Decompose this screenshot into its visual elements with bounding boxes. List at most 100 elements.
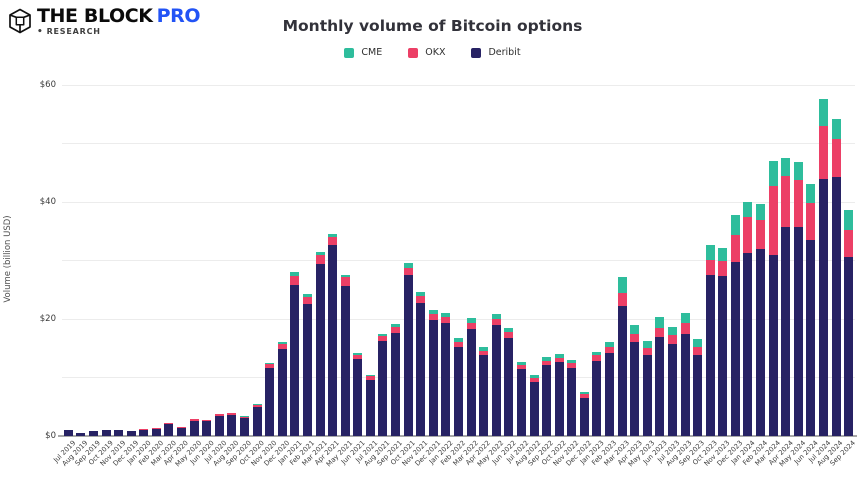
bar-segment-cme [793, 161, 803, 181]
bar-feb-2024 [754, 85, 767, 436]
gridline-20 [62, 318, 855, 320]
bar-segment-okx [516, 364, 526, 370]
y-tick-label: $40 [39, 197, 56, 207]
bar-segment-okx [617, 292, 627, 307]
bar-segment-deribit [806, 240, 816, 436]
bar-segment-cme [252, 403, 262, 405]
bar-segment-okx [328, 236, 338, 245]
bar-segment-deribit [302, 304, 312, 436]
deribit-swatch-icon [471, 47, 482, 58]
bar-segment-deribit [265, 368, 275, 436]
bar-segment-okx [151, 427, 161, 429]
bar-segment-okx [567, 362, 577, 369]
bar-jun-2024 [805, 85, 818, 436]
bar-segment-okx [290, 275, 300, 285]
bar-segment-okx [479, 350, 489, 356]
gridline-40 [62, 201, 855, 203]
bar-oct-2022 [553, 85, 566, 436]
bar-segment-cme [491, 314, 501, 319]
bar-segment-okx [365, 376, 375, 380]
bar-segment-deribit [844, 257, 854, 436]
bar-segment-cme [667, 327, 677, 335]
brand-research: • RESEARCH [37, 27, 200, 36]
bar-segment-deribit [831, 177, 841, 436]
bar-segment-deribit [768, 254, 778, 436]
bar-segment-cme [605, 342, 615, 348]
brand-name: THE BLOCK PRO [37, 5, 201, 27]
bar-segment-okx [353, 354, 363, 360]
bar-segment-deribit [63, 429, 73, 436]
bar-segment-cme [756, 204, 766, 220]
bar-segment-deribit [756, 248, 766, 436]
bar-segment-okx [416, 296, 426, 304]
bar-aug-2020 [226, 85, 239, 436]
okx-swatch-icon [408, 47, 419, 58]
bar-oct-2021 [402, 85, 415, 436]
bar-aug-2024 [830, 85, 843, 436]
bar-oct-2020 [251, 85, 264, 436]
brand-the-block: THE BLOCK [37, 5, 153, 27]
bar-segment-deribit [705, 274, 715, 436]
bar-segment-okx [705, 259, 715, 275]
bar-segment-okx [730, 234, 740, 262]
bar-segment-cme [705, 245, 715, 260]
y-tick-label: $0 [45, 431, 56, 441]
bar-segment-okx [177, 426, 187, 428]
bar-segment-cme [768, 161, 778, 187]
bar-jun-2022 [503, 85, 516, 436]
y-tick-label: $20 [39, 314, 56, 324]
bar-segment-deribit [403, 275, 413, 436]
bar-jun-2023 [654, 85, 667, 436]
bar-feb-2021 [301, 85, 314, 436]
bar-mar-2022 [465, 85, 478, 436]
bar-segment-okx [819, 125, 829, 180]
legend-label-cme: CME [361, 47, 383, 58]
bar-segment-cme [302, 293, 312, 297]
bar-segment-cme [391, 324, 401, 328]
bar-segment-deribit [290, 284, 300, 436]
bar-segment-okx [579, 394, 589, 398]
block-cube-icon [9, 8, 31, 34]
bar-segment-okx [340, 276, 350, 286]
bar-segment-cme [806, 183, 816, 204]
bar-segment-cme [743, 202, 753, 218]
bar-segment-deribit [391, 333, 401, 436]
bar-dec-2019 [125, 85, 138, 436]
bar-segment-cme [617, 277, 627, 293]
bar-segment-deribit [642, 355, 652, 436]
bar-segment-cme [831, 118, 841, 139]
brand-text: THE BLOCK PRO • RESEARCH [37, 5, 201, 36]
bar-segment-cme [844, 210, 854, 231]
bar-may-2021 [339, 85, 352, 436]
bar-apr-2024 [779, 85, 792, 436]
bar-segment-deribit [630, 342, 640, 436]
bar-segment-cme [365, 374, 375, 377]
bar-segment-deribit [202, 421, 212, 436]
bar-oct-2023 [704, 85, 717, 436]
bar-segment-cme [277, 342, 287, 345]
bar-segment-cme [403, 263, 413, 268]
cme-swatch-icon [344, 47, 355, 58]
bar-segment-deribit [328, 244, 338, 436]
bar-may-2022 [490, 85, 503, 436]
legend-item-deribit: Deribit [471, 47, 521, 58]
bar-sep-2024 [842, 85, 855, 436]
bar-segment-deribit [554, 362, 564, 436]
bar-segment-deribit [730, 261, 740, 436]
bar-segment-cme [340, 274, 350, 277]
bar-apr-2023 [628, 85, 641, 436]
bar-segment-cme [567, 359, 577, 363]
bar-oct-2019 [100, 85, 113, 436]
legend-item-cme: CME [344, 47, 382, 58]
bar-segment-cme [529, 375, 539, 379]
bar-segment-cme [453, 338, 463, 343]
bar-segment-cme [680, 313, 690, 324]
bar-segment-deribit [441, 322, 451, 436]
bar-jul-2022 [515, 85, 528, 436]
bar-mar-2023 [616, 85, 629, 436]
bar-segment-deribit [479, 355, 489, 436]
bar-segment-deribit [240, 418, 249, 436]
bar-segment-deribit [353, 359, 363, 436]
bar-segment-okx [227, 413, 237, 416]
plot-area [58, 84, 857, 437]
